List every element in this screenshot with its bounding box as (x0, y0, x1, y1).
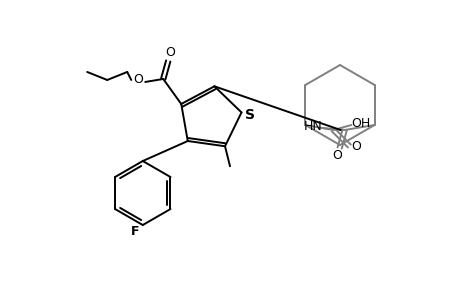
Text: O: O (133, 74, 143, 86)
Text: S: S (244, 108, 254, 122)
Text: OH: OH (351, 116, 370, 130)
Text: O: O (165, 46, 175, 59)
Text: HN: HN (302, 119, 321, 133)
Text: O: O (332, 148, 342, 161)
Text: F: F (130, 224, 139, 238)
Text: O: O (351, 140, 360, 152)
